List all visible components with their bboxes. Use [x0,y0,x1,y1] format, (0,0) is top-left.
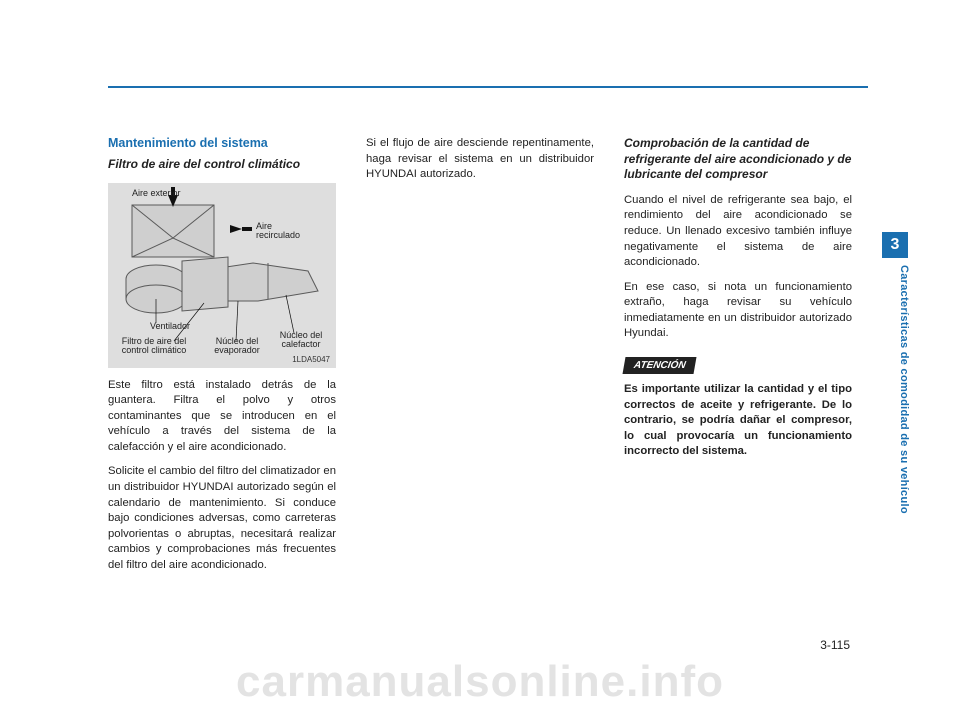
fig-label-blower: Ventilador [150,322,190,332]
fig-label-outside-air: Aire exterior [132,189,181,199]
col3-para1: Cuando el nivel de refrigerante sea bajo… [624,193,852,271]
col1-para1: Este filtro está instalado detrás de la … [108,378,336,456]
col1-para2: Solicite el cambio del filtro del climat… [108,464,336,573]
attention-label: ATENCIÓN [623,357,697,374]
col2-para1: Si el flujo de aire desciende repentinam… [366,136,594,183]
column-2: Si el flujo de aire desciende repentinam… [366,136,594,583]
chapter-title: Características de comodidad de su vehíc… [898,265,910,585]
fig-label-recirc-air: Aire recirculado [256,222,316,242]
content-columns: Mantenimiento del sistema Filtro de aire… [108,136,853,583]
fig-label-evap-core: Núcleo del evaporador [206,337,268,357]
fig-label-heater-core: Núcleo del calefactor [272,331,330,351]
attention-text: Es importante utilizar la cantidad y el … [624,382,852,460]
column-1: Mantenimiento del sistema Filtro de aire… [108,136,336,583]
watermark: carmanualsonline.info [0,657,960,707]
col3-para2: En ese caso, si nota un funcionamiento e… [624,280,852,342]
sub-title-col1: Filtro de aire del control climático [108,157,336,173]
chapter-tab: 3 [882,232,908,258]
fig-label-filter: Filtro de aire del control climático [114,337,194,357]
header-rule [108,86,868,88]
air-filter-figure: Aire exterior Aire recirculado Ventilado… [108,183,336,368]
figure-code: 1LDA5047 [292,355,330,364]
sub-title-col3: Comprobación de la cantidad de refrigera… [624,136,852,183]
section-title: Mantenimiento del sistema [108,136,336,150]
column-3: Comprobación de la cantidad de refrigera… [624,136,852,583]
page-number: 3-115 [820,638,850,652]
